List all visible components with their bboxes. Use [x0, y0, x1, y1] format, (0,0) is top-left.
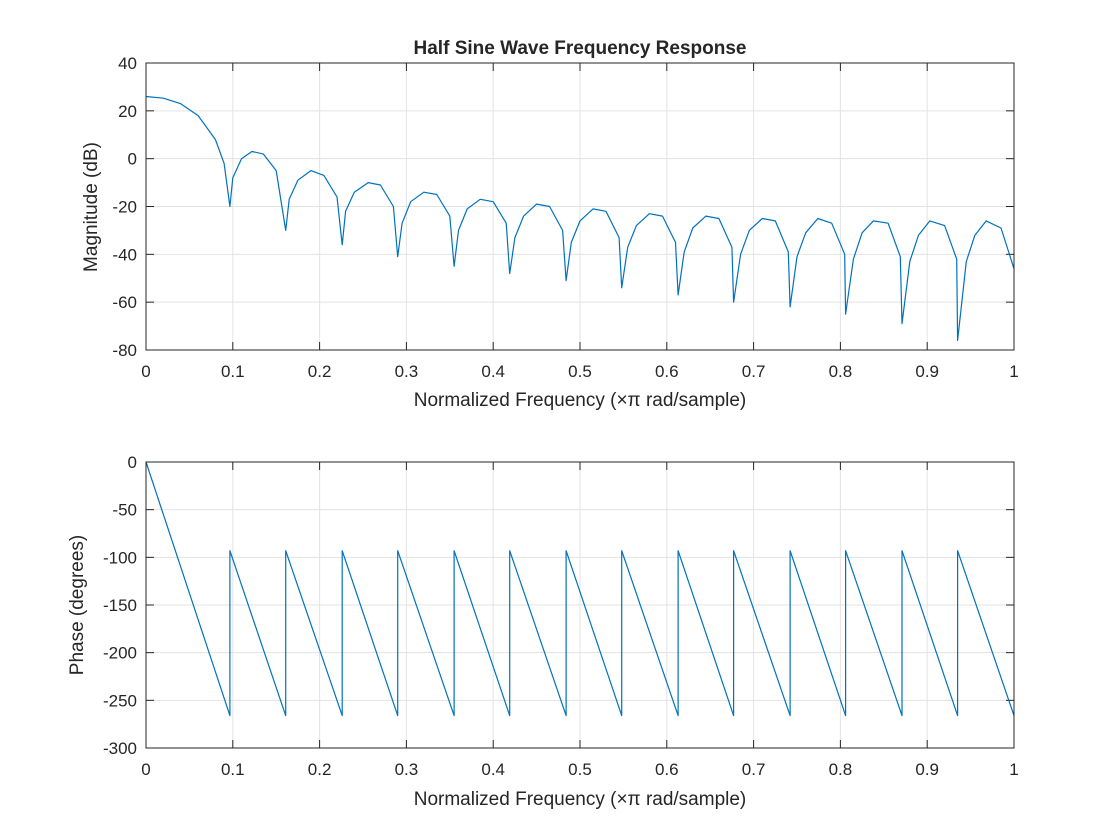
magnitude-x-tick-label: 0	[141, 362, 150, 381]
magnitude-plot: 0 0.1 0.2 0.3 0.4 0.5 0.6 0.7 0.8 0.9 1 -80 -60 -40 -2…	[81, 38, 1019, 411]
magnitude-y-tick-label: 0	[128, 150, 137, 169]
magnitude-y-tick-label: -60	[112, 293, 137, 312]
magnitude-x-tick-label: 1	[1009, 362, 1018, 381]
phase-y-tick-label: 0	[128, 453, 137, 472]
magnitude-y-tick-label: -80	[112, 341, 137, 360]
phase-x-tick-label: 0.4	[481, 760, 505, 779]
phase-y-tick-label: -50	[112, 501, 137, 520]
phase-plot: 0 0.1 0.2 0.3 0.4 0.5 0.6 0.7 0.8 0.9 1 -300 -250 -20…	[67, 453, 1019, 810]
phase-series-line	[145, 461, 1015, 717]
magnitude-y-tick-label: -20	[112, 198, 137, 217]
phase-x-tick-label: 1	[1009, 760, 1018, 779]
phase-axes-box	[145, 461, 1015, 749]
phase-y-tick-label: -250	[103, 691, 137, 710]
phase-y-tick-label: -300	[103, 739, 137, 758]
phase-x-tick-label: 0.1	[221, 760, 245, 779]
phase-x-tick-label: 0.9	[915, 760, 939, 779]
magnitude-x-tick-label: 0.8	[829, 362, 853, 381]
magnitude-y-axis-label: Magnitude (dB)	[81, 142, 102, 272]
magnitude-x-tick-label: 0.5	[568, 362, 592, 381]
phase-x-tick-label: 0.7	[742, 760, 766, 779]
phase-x-tick-label: 0.5	[568, 760, 592, 779]
magnitude-y-tick-label: 40	[118, 54, 137, 73]
phase-x-tick-label: 0.2	[308, 760, 332, 779]
phase-x-tick-label: 0.8	[829, 760, 853, 779]
magnitude-x-tick-label: 0.7	[742, 362, 766, 381]
phase-x-axis-label: Normalized Frequency (×π rad/sample)	[414, 789, 747, 810]
magnitude-axes-box	[145, 62, 1015, 351]
magnitude-x-tick-label: 0.6	[655, 362, 679, 381]
magnitude-series-line	[145, 95, 1015, 341]
phase-x-tick-label: 0.3	[395, 760, 419, 779]
magnitude-x-tick-label: 0.1	[221, 362, 245, 381]
phase-x-tick-label: 0	[141, 760, 150, 779]
magnitude-x-axis-label: Normalized Frequency (×π rad/sample)	[414, 390, 747, 411]
magnitude-y-tick-label: 20	[118, 102, 137, 121]
phase-series	[145, 461, 1015, 717]
phase-x-tick-label: 0.6	[655, 760, 679, 779]
magnitude-series	[145, 95, 1015, 341]
phase-y-tick-label: -100	[103, 548, 137, 567]
phase-ticks: 0 0.1 0.2 0.3 0.4 0.5 0.6 0.7 0.8 0.9 1 -300 -250 -20…	[103, 453, 1019, 779]
magnitude-x-tick-label: 0.4	[481, 362, 505, 381]
chart-title: Half Sine Wave Frequency Response	[414, 38, 747, 59]
magnitude-x-tick-label: 0.2	[308, 362, 332, 381]
phase-y-axis-label: Phase (degrees)	[67, 535, 88, 675]
magnitude-y-tick-label: -40	[112, 245, 137, 264]
magnitude-x-tick-label: 0.3	[395, 362, 419, 381]
magnitude-x-tick-label: 0.9	[915, 362, 939, 381]
phase-y-tick-label: -150	[103, 596, 137, 615]
magnitude-ticks: 0 0.1 0.2 0.3 0.4 0.5 0.6 0.7 0.8 0.9 1 -80 -60 -40 -2…	[112, 54, 1018, 381]
phase-y-tick-label: -200	[103, 644, 137, 663]
